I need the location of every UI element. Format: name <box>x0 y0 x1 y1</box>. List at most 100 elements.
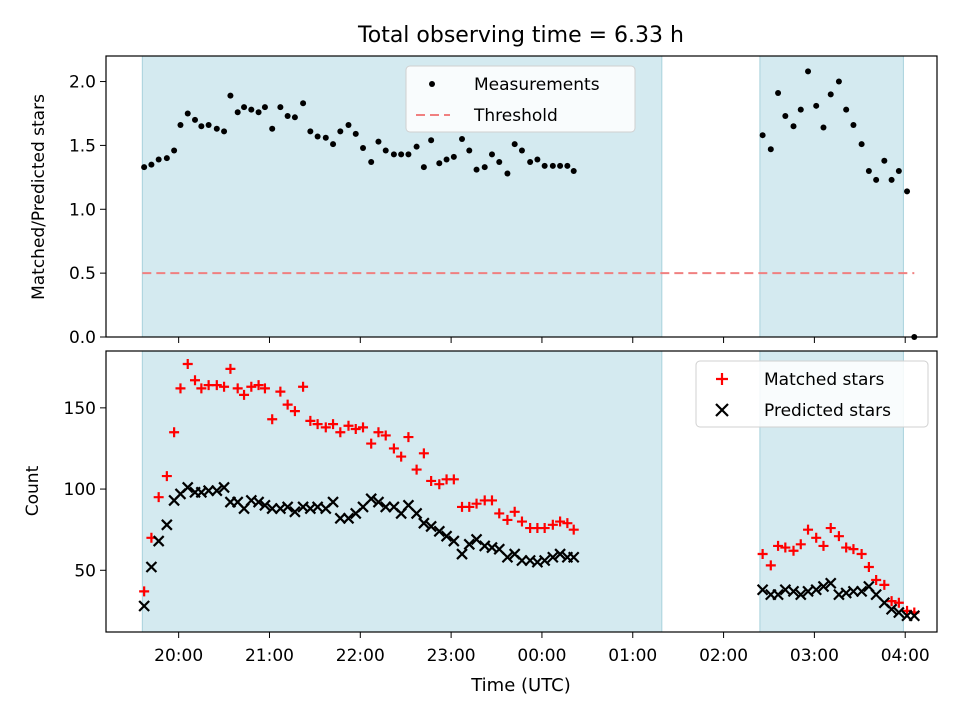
measurement-point <box>805 68 812 75</box>
predicted-star-point <box>756 583 769 596</box>
measurement-point <box>337 128 344 135</box>
predicted-star-point <box>218 481 230 494</box>
predicted-star-point <box>152 535 165 547</box>
matched-star-point <box>848 544 859 555</box>
matched-star-point <box>411 464 422 475</box>
measurement-point <box>570 167 577 174</box>
x-tick-label: 22:00 <box>336 646 385 666</box>
x-tick-label: 01:00 <box>608 646 657 666</box>
predicted-star-point <box>794 588 807 601</box>
predicted-star-point <box>425 520 437 533</box>
measurement-point <box>450 153 457 160</box>
matched-star-point <box>343 420 354 431</box>
x-tick-label: 00:00 <box>517 646 566 666</box>
predicted-star-point <box>908 609 921 622</box>
y-tick-label: 2.0 <box>69 73 96 93</box>
predicted-star-point <box>289 506 301 518</box>
predicted-star-point <box>810 583 822 596</box>
predicted-star-point <box>252 496 265 508</box>
matched-star-point <box>305 415 316 426</box>
predicted-star-point <box>787 585 800 598</box>
matched-star-point <box>418 448 429 459</box>
measurement-point <box>504 170 511 177</box>
predicted-star-point <box>824 577 837 590</box>
matched-star-point <box>182 358 193 369</box>
measurement-point <box>177 121 184 128</box>
measurement-point <box>307 128 314 135</box>
measurement-point <box>390 151 397 158</box>
matched-star-point <box>358 422 369 433</box>
matched-star-point <box>841 542 852 553</box>
legend-label: Measurements <box>474 75 600 95</box>
legend: Matched stars Predicted stars <box>695 360 929 428</box>
legend-box <box>695 360 929 428</box>
measurement-point <box>248 106 255 113</box>
predicted-star-point <box>433 525 446 538</box>
matched-star-point <box>267 414 278 425</box>
measurement-point <box>511 141 518 148</box>
measurement-point <box>488 151 495 158</box>
measurement-point <box>184 110 191 117</box>
matched-star-point <box>388 443 399 454</box>
matched-star-point <box>139 586 150 597</box>
matched-star-point <box>471 498 482 509</box>
y-axis-label-top: Matched/Predicted stars <box>29 94 49 300</box>
predicted-star-point <box>211 484 223 497</box>
predicted-star-point <box>365 493 377 505</box>
matched-star-point <box>190 375 201 386</box>
measurement-point <box>345 121 352 128</box>
measurement-point <box>352 130 359 137</box>
measurement-point <box>205 121 212 128</box>
predicted-star-point <box>893 606 905 619</box>
measurement-point <box>759 132 766 139</box>
predicted-star-point <box>554 548 566 560</box>
predicted-star-point <box>138 600 150 612</box>
plot-frame <box>105 350 938 633</box>
predicted-star-point <box>817 580 830 593</box>
measurement-point <box>888 176 895 183</box>
matched-star-point <box>863 562 874 573</box>
measurement-point <box>269 125 276 132</box>
measurement-point <box>227 92 234 99</box>
measurement-point <box>420 164 427 171</box>
matched-star-point <box>320 422 331 433</box>
y-tick-label: 50 <box>74 561 96 581</box>
predicted-star-point <box>327 496 339 508</box>
predicted-star-point <box>501 551 514 564</box>
legend: Measurements Threshold <box>405 65 636 133</box>
measurement-point <box>213 125 220 132</box>
measurement-point <box>843 106 850 113</box>
measurement-point <box>192 116 199 123</box>
measurement-point <box>436 160 443 167</box>
matched-star-point <box>380 430 391 441</box>
legend-marker-plus <box>716 373 728 385</box>
measurement-point <box>284 113 291 120</box>
legend-label: Threshold <box>473 106 558 126</box>
measurement-point <box>904 188 911 195</box>
matched-star-point <box>426 475 437 486</box>
measurement-point <box>541 162 548 169</box>
matched-star-point <box>765 560 776 571</box>
measurement-point <box>368 159 375 166</box>
measurement-point <box>496 159 503 166</box>
predicted-star-point <box>161 519 173 531</box>
matched-star-point <box>289 406 300 417</box>
plot-frame <box>105 55 938 338</box>
predicted-star-point <box>448 535 460 547</box>
x-axis-label: Time (UTC) <box>470 675 571 696</box>
measurement-point <box>155 156 162 163</box>
legend-marker-dot <box>429 81 435 87</box>
measurement-point <box>518 147 525 154</box>
matched-star-point <box>448 474 459 485</box>
matched-star-point <box>239 389 250 400</box>
matched-star-point <box>757 549 768 560</box>
matched-star-point <box>568 524 579 535</box>
predicted-star-point <box>410 507 423 520</box>
matched-star-point <box>373 427 384 438</box>
y-tick-label: 1.5 <box>69 136 96 156</box>
matched-star-point <box>856 549 867 560</box>
matched-star-point <box>312 419 323 430</box>
matched-star-point <box>366 438 377 449</box>
y-tick-label: 100 <box>64 480 96 500</box>
matched-star-point <box>502 514 513 525</box>
